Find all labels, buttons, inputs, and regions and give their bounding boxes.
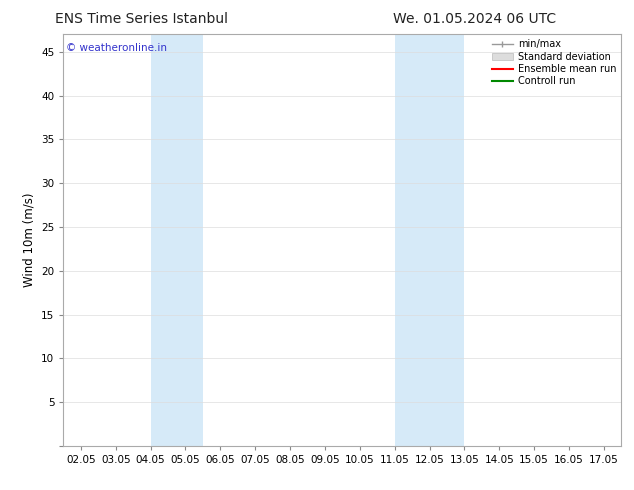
Legend: min/max, Standard deviation, Ensemble mean run, Controll run: min/max, Standard deviation, Ensemble me…: [489, 37, 618, 88]
Text: ENS Time Series Istanbul: ENS Time Series Istanbul: [55, 12, 228, 26]
Bar: [394, 34, 464, 446]
Text: We. 01.05.2024 06 UTC: We. 01.05.2024 06 UTC: [393, 12, 556, 26]
Y-axis label: Wind 10m (m/s): Wind 10m (m/s): [23, 193, 36, 287]
Text: © weatheronline.in: © weatheronline.in: [66, 43, 167, 52]
Bar: [150, 34, 203, 446]
